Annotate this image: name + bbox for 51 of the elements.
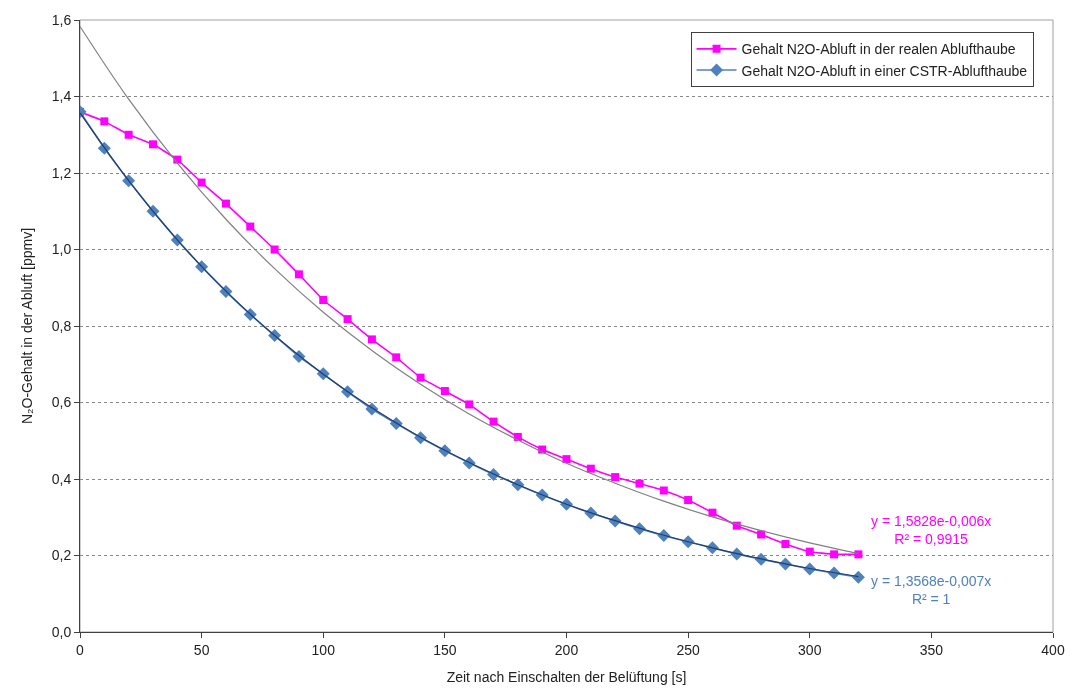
point [270, 245, 279, 254]
y-tick-label: 1,6 [51, 11, 72, 28]
point [489, 417, 498, 426]
y-tick-label: 1,2 [51, 164, 72, 181]
x-tick-label: 350 [919, 641, 944, 658]
point [586, 464, 595, 473]
point [221, 199, 230, 208]
x-tick-label: 200 [554, 641, 579, 658]
annotation: y = 1,3568e-0,007x R² = 1 [871, 573, 992, 608]
y-tick-label: 0,6 [51, 394, 72, 411]
point [805, 547, 814, 556]
x-tick-label: 300 [798, 641, 822, 658]
point [684, 496, 693, 505]
point [830, 550, 839, 559]
x-tick-label: 250 [676, 641, 701, 658]
point [562, 455, 571, 464]
point [246, 222, 255, 231]
point [294, 270, 303, 279]
x-tick-label: 50 [193, 641, 210, 658]
point [319, 295, 328, 304]
legend-label: Gehalt N2O-Abluft in einer CSTR-Ablufthaube [741, 62, 1028, 79]
y-tick-label: 0,2 [51, 547, 72, 564]
point [635, 479, 644, 488]
point [100, 117, 109, 126]
y-axis-title: N₂O-Gehalt in der Abluft [ppmv] [19, 227, 36, 425]
point [659, 486, 668, 495]
legend-label: Gehalt N2O-Abluft in der realen Ablufthaube [741, 41, 1016, 58]
y-tick-label: 0,4 [51, 470, 72, 487]
y-tick-label: 1,0 [51, 241, 72, 258]
point [124, 130, 133, 139]
point [465, 400, 474, 409]
point [392, 353, 401, 362]
y-tick-label: 0,8 [51, 317, 72, 334]
x-tick-label: 400 [1041, 641, 1065, 658]
point [854, 550, 863, 559]
point [197, 178, 206, 187]
point [851, 570, 865, 584]
y-tick-label: 1,4 [51, 88, 72, 105]
point [781, 540, 790, 549]
x-tick-label: 0 [76, 641, 85, 658]
point [148, 140, 157, 149]
y-tick-label: 0,0 [51, 623, 72, 640]
x-tick-label: 150 [433, 641, 457, 658]
point [440, 387, 449, 396]
x-tick-label: 100 [311, 641, 336, 658]
annotation: y = 1,5828e-0,006x R² = 0,9915 [871, 513, 992, 548]
x-axis-title: Zeit nach Einschalten der Belüftung [s] [446, 669, 687, 686]
point [416, 373, 425, 382]
point [611, 473, 620, 482]
point [343, 315, 352, 324]
point [367, 335, 376, 344]
